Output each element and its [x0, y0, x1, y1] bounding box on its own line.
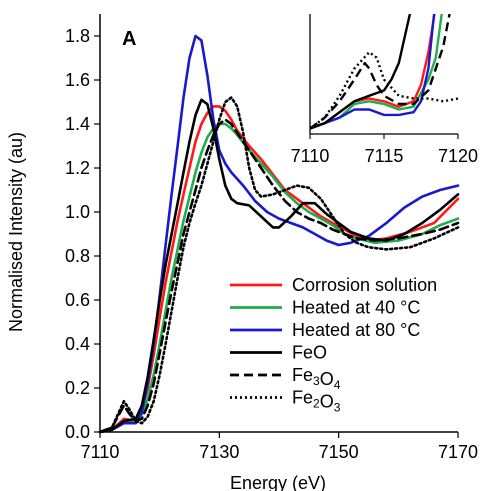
legend-label-heated-at-40-c: Heated at 40 °C	[292, 298, 420, 318]
legend-label-fe2o3: Fe2O3	[292, 388, 341, 415]
legend-label-heated-at-80-c: Heated at 80 °C	[292, 320, 420, 340]
x-tick-label: 7110	[81, 442, 120, 462]
inset-series-group	[310, 14, 458, 130]
inset-x-tick-label: 7115	[365, 146, 404, 166]
inset-series-line-fe2o3	[310, 51, 458, 130]
series-line-fe2o3	[98, 96, 460, 434]
y-tick-label: 1.2	[65, 158, 90, 178]
inset-series-line-heated-at-80-c	[310, 14, 436, 130]
inset-plot-area: 7110 7115 7120	[291, 14, 478, 166]
inset-x-tick-label: 7120	[438, 146, 478, 166]
x-tick-label: 7170	[438, 442, 478, 462]
y-tick-label: 0.2	[65, 378, 90, 398]
y-tick-label: 1.8	[65, 26, 90, 46]
y-tick-label: 1.6	[65, 70, 90, 90]
x-axis-title: Energy (eV)	[230, 473, 326, 491]
x-tick-label: 7150	[319, 442, 359, 462]
series-line-feo	[98, 98, 460, 434]
x-tick-label: 7130	[199, 442, 239, 462]
y-tick-label: 0.8	[65, 246, 90, 266]
chart-legend: Corrosion solution Heated at 40 °CHeated …	[230, 275, 437, 415]
legend-label-fe3o4: Fe3O4	[292, 365, 341, 392]
y-tick-label: 0.4	[65, 334, 90, 354]
inset-series-line-fe3o4	[310, 14, 451, 130]
y-axis-title: Normalised Intensity (au)	[6, 132, 26, 332]
y-tick-label: 0.6	[65, 290, 90, 310]
legend-label-corrosion-solution: Corrosion solution	[292, 275, 437, 295]
inset-x-tick-label: 7110	[291, 146, 330, 166]
panel-label: A	[122, 28, 136, 50]
y-tick-label: 1.0	[65, 202, 90, 222]
y-tick-label: 0.0	[65, 422, 90, 442]
legend-label-feo: FeO	[292, 343, 327, 363]
main-plot-area: 0.0 0.2 0.4 0.6 0.8 1.0 1.2 1.4 1.6 1.8 7110 7130 71…	[65, 14, 478, 462]
y-tick-label: 1.4	[65, 114, 90, 134]
